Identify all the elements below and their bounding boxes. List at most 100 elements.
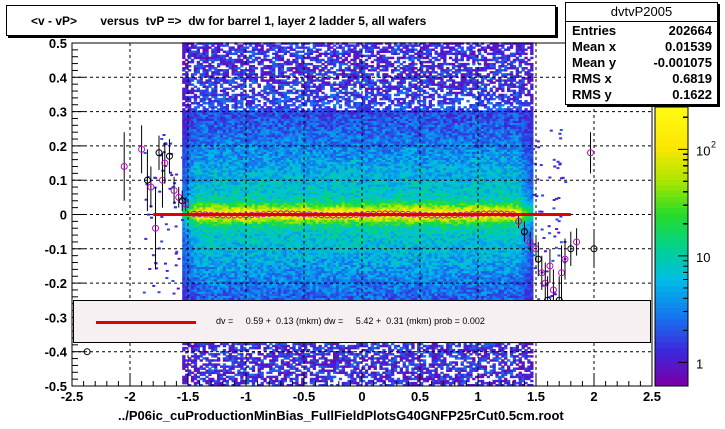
heatmap-cell	[228, 97, 232, 101]
heatmap-cell	[234, 182, 238, 185]
heatmap-cell	[208, 369, 212, 372]
heatmap-cell	[214, 188, 218, 191]
heatmap-cell	[182, 171, 186, 175]
heatmap-cell	[222, 91, 227, 95]
heatmap-cell	[257, 114, 261, 117]
heatmap-cell	[211, 169, 215, 173]
heatmap-cell	[199, 351, 203, 354]
heatmap-cell	[205, 202, 209, 206]
heatmap-cell	[248, 219, 253, 222]
heatmap-cell	[208, 231, 212, 235]
heatmap-cell	[222, 379, 227, 383]
heatmap-cell	[243, 227, 247, 230]
heatmap-cell	[188, 285, 192, 288]
heatmap-cell	[190, 54, 195, 58]
heatmap-cell	[202, 231, 206, 235]
heatmap-cell	[225, 108, 229, 111]
heatmap-cell	[263, 73, 267, 76]
heatmap-cell	[193, 161, 198, 165]
heatmap-cell	[251, 250, 256, 253]
heatmap-cell	[214, 73, 218, 76]
heatmap-cell	[185, 178, 189, 181]
heatmap-cell	[248, 77, 253, 80]
heatmap-cell	[260, 110, 264, 113]
heatmap-cell	[199, 373, 203, 377]
heatmap-cell	[193, 260, 198, 263]
heatmap-cell	[188, 190, 192, 193]
heatmap-cell	[272, 276, 276, 280]
heatmap-cell	[237, 112, 241, 115]
heatmap-cell	[251, 243, 256, 247]
heatmap-cell	[225, 357, 229, 360]
heatmap-cell	[217, 130, 221, 134]
heatmap-cell	[196, 147, 200, 150]
heatmap-cell	[193, 246, 198, 249]
heatmap-cell	[217, 235, 221, 239]
heatmap-cell	[190, 297, 195, 300]
heatmap-cell	[228, 186, 232, 189]
heatmap-cell	[228, 235, 232, 239]
heatmap-cell	[219, 188, 224, 191]
heatmap-cell	[228, 124, 232, 128]
heatmap-cell	[228, 202, 232, 206]
heatmap-cell	[280, 297, 285, 300]
heatmap-cell	[202, 377, 206, 381]
heatmap-cell	[208, 126, 212, 130]
heatmap-cell	[280, 198, 285, 202]
heatmap-cell	[263, 145, 267, 148]
heatmap-cell	[246, 194, 250, 198]
heatmap-cell	[237, 190, 241, 193]
heatmap-cell	[193, 373, 198, 377]
heatmap-cell	[202, 295, 206, 298]
heatmap-cell	[211, 99, 215, 103]
heatmap-cell	[205, 54, 209, 58]
heatmap-cell	[231, 169, 235, 173]
heatmap-cell	[266, 149, 270, 152]
heatmap-cell	[257, 155, 261, 158]
heatmap-cell	[205, 256, 209, 259]
heatmap-cell	[196, 270, 200, 274]
heatmap-cell	[188, 139, 192, 142]
heatmap-cell	[251, 200, 256, 204]
heatmap-cell	[185, 281, 189, 284]
heatmap-cell	[193, 363, 198, 366]
heatmap-cell	[251, 206, 256, 210]
heatmap-cell	[225, 165, 229, 169]
heatmap-cell	[182, 342, 186, 346]
heatmap-cell	[240, 64, 244, 68]
heatmap-cell	[254, 196, 258, 200]
heatmap-cell	[248, 215, 253, 218]
heatmap-cell	[269, 281, 273, 284]
heatmap-cell	[225, 283, 229, 286]
heatmap-cell	[205, 342, 209, 346]
heatmap-cell	[251, 145, 256, 148]
heatmap-cell	[193, 198, 198, 202]
heatmap-cell	[269, 371, 273, 375]
heatmap-cell	[185, 67, 189, 70]
heatmap-cell	[219, 196, 224, 200]
heatmap-cell	[275, 155, 279, 158]
heatmap-cell	[205, 64, 209, 68]
heatmap-cell	[269, 122, 273, 126]
heatmap-cell	[269, 85, 273, 88]
heatmap-cell	[185, 379, 189, 383]
heatmap-cell	[214, 42, 218, 45]
heatmap-cell	[222, 239, 227, 243]
heatmap-cell	[219, 147, 224, 150]
heatmap-cell	[231, 371, 235, 375]
heatmap-cell	[272, 243, 276, 247]
heatmap-cell	[272, 174, 276, 177]
heatmap-cell	[208, 99, 212, 103]
heatmap-cell	[193, 67, 198, 70]
heatmap-cell	[182, 381, 186, 385]
heatmap-cell	[211, 155, 215, 158]
heatmap-cell	[205, 147, 209, 150]
heatmap-cell	[240, 130, 244, 134]
heatmap-cell	[231, 248, 235, 251]
heatmap-cell	[219, 276, 224, 280]
heatmap-cell	[280, 363, 285, 366]
heatmap-cell	[231, 221, 235, 224]
heatmap-cell	[225, 204, 229, 208]
heatmap-cell	[257, 223, 261, 226]
heatmap-cell	[217, 274, 221, 278]
